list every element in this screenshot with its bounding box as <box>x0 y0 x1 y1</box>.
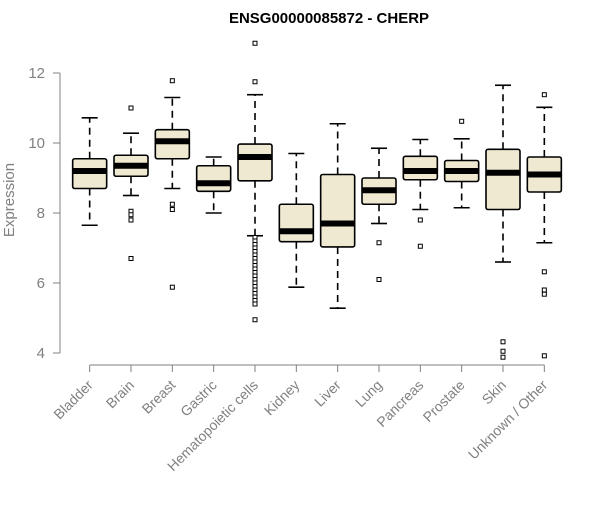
box-iqr <box>195 164 232 193</box>
chart-title: ENSG00000085872 - CHERP <box>229 10 429 27</box>
y-axis-label: Expression <box>1 163 18 237</box>
box-group <box>526 92 563 359</box>
y-axis: 4 6 8 10 12 <box>28 65 61 362</box>
outlier-point <box>252 301 258 307</box>
box-iqr <box>319 173 356 248</box>
box-group <box>361 147 397 282</box>
outlier-point <box>128 105 134 111</box>
outlier-point <box>376 240 382 246</box>
outlier-point <box>541 287 547 293</box>
x-tick-label: Lung <box>352 377 385 410</box>
outlier-point <box>252 317 258 323</box>
outlier-point <box>541 291 547 297</box>
box-group <box>154 78 191 290</box>
y-tick-label: 12 <box>28 65 45 82</box>
outlier-point <box>500 348 506 354</box>
outlier-point <box>459 118 465 124</box>
box-group <box>402 138 439 249</box>
box-group <box>278 152 315 289</box>
outlier-point <box>541 353 547 359</box>
x-tick-label: Kidney <box>261 377 303 419</box>
outlier-point <box>169 201 175 207</box>
outlier-point <box>541 269 547 275</box>
box-group <box>485 84 521 360</box>
outlier-point <box>500 339 506 345</box>
box-group <box>195 156 232 214</box>
x-tick-label: Bladder <box>50 377 96 423</box>
outlier-point <box>376 277 382 282</box>
outlier-point <box>417 217 423 223</box>
outlier-point <box>169 284 175 290</box>
x-tick-label: Prostate <box>420 377 468 425</box>
y-tick-label: 8 <box>37 205 45 222</box>
outlier-point <box>417 243 423 249</box>
x-tick-label: Breast <box>139 377 179 417</box>
outlier-point <box>169 78 175 84</box>
box-group <box>71 117 108 227</box>
y-tick-label: 10 <box>28 135 45 152</box>
outlier-point <box>541 92 547 98</box>
box-group <box>113 105 149 261</box>
outlier-point <box>128 212 134 218</box>
box-iqr <box>237 143 273 182</box>
box-group <box>319 122 356 310</box>
x-tick-label: Brain <box>103 377 137 411</box>
outlier-point <box>252 79 258 85</box>
box-iqr <box>485 148 521 211</box>
outlier-point <box>252 40 258 46</box>
box-group <box>237 40 273 323</box>
x-tick-label: Liver <box>311 377 344 410</box>
outlier-point <box>128 256 134 261</box>
x-tick-label: Skin <box>479 377 510 408</box>
y-tick-label: 4 <box>37 345 45 362</box>
box-group <box>443 118 480 209</box>
box-series <box>71 40 563 360</box>
outlier-point <box>128 217 134 223</box>
outlier-point <box>500 354 506 360</box>
y-tick-label: 6 <box>37 275 45 292</box>
box-iqr <box>278 203 315 243</box>
outlier-point <box>169 207 175 212</box>
